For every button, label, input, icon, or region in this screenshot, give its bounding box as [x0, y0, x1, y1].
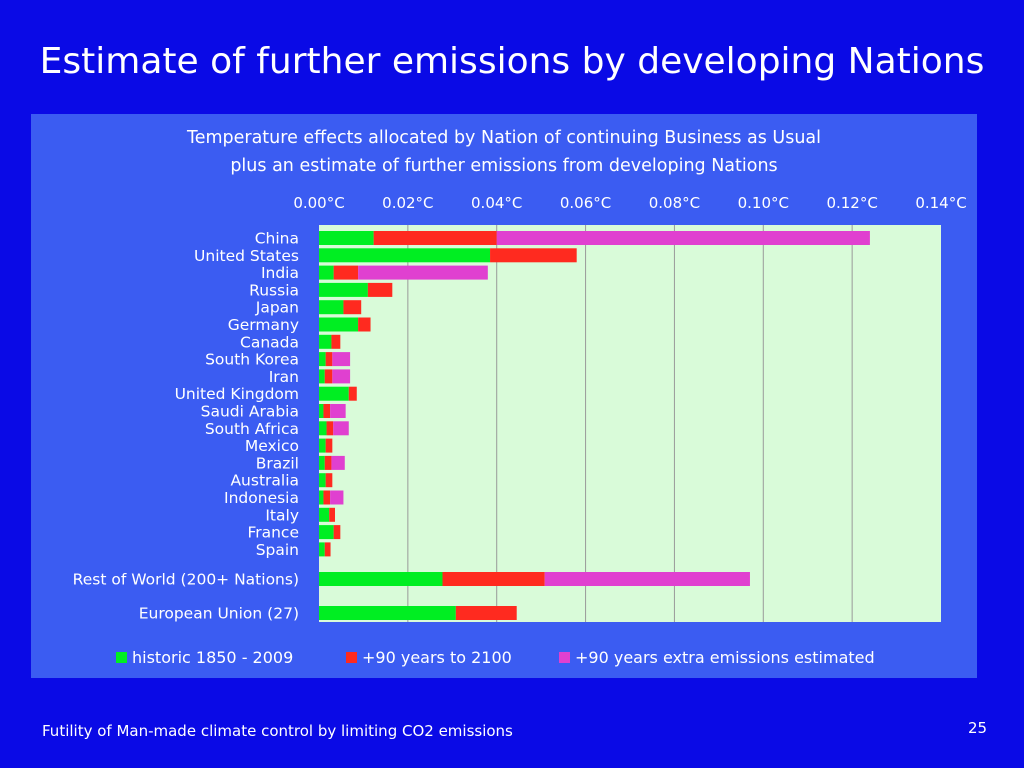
category-label: Spain — [256, 541, 299, 559]
bar-segment-series-1 — [329, 507, 335, 522]
category-label: Rest of World (200+ Nations) — [73, 571, 299, 589]
category-label: India — [261, 264, 299, 282]
plot-area — [319, 225, 941, 622]
category-label: Russia — [249, 281, 299, 299]
category-label: European Union (27) — [139, 605, 299, 623]
bar-segment-series-1 — [325, 352, 333, 367]
bar-segment-series-1 — [323, 490, 331, 505]
x-tick-label: 0.10°C — [738, 194, 789, 212]
x-tick-label: 0.14°C — [915, 194, 966, 212]
legend-swatch — [346, 652, 357, 663]
bar-segment-series-2 — [330, 404, 346, 418]
bar-segment-series-0 — [319, 490, 324, 505]
bar-segment-series-0 — [319, 438, 326, 453]
bar-segment-series-2 — [332, 369, 351, 384]
bar-segment-series-1 — [324, 455, 332, 470]
chart-svg: Temperature effects allocated by Nation … — [73, 128, 967, 667]
bar-segment-series-2 — [333, 421, 349, 436]
chart-title-line: plus an estimate of further emissions fr… — [230, 156, 777, 176]
legend-swatch — [559, 652, 570, 663]
bar-segment-series-2 — [331, 455, 345, 470]
bar-segment-series-1 — [343, 300, 362, 315]
legend-label: historic 1850 - 2009 — [132, 648, 293, 667]
category-label: South Africa — [205, 420, 299, 438]
legend-label: +90 years extra emissions estimated — [575, 648, 875, 667]
bar-segment-series-1 — [326, 421, 334, 436]
bar-segment-series-1 — [333, 525, 341, 540]
bar-segment-series-1 — [324, 369, 333, 384]
bar-segment-series-0 — [319, 473, 326, 488]
slide-title: Estimate of further emissions by develop… — [39, 41, 985, 82]
category-label: China — [255, 230, 299, 248]
category-label: United Kingdom — [175, 385, 299, 403]
bar-segment-series-0 — [319, 231, 374, 245]
bar-segment-series-0 — [319, 421, 327, 436]
bar-segment-series-1 — [324, 542, 331, 557]
bar-segment-series-2 — [330, 490, 344, 505]
bar-segment-series-0 — [319, 542, 325, 557]
category-label: France — [247, 524, 299, 542]
bar-segment-series-1 — [325, 438, 333, 453]
legend-swatch — [116, 652, 127, 663]
bar-segment-series-2 — [358, 265, 488, 280]
category-label: Indonesia — [224, 489, 299, 507]
category-label: Iran — [269, 368, 299, 386]
bar-segment-series-0 — [319, 352, 326, 367]
bar-segment-series-0 — [319, 404, 324, 418]
x-tick-label: 0.00°C — [293, 194, 344, 212]
bar-segment-series-0 — [319, 507, 330, 522]
bar-segment-series-0 — [319, 265, 334, 280]
x-tick-label: 0.08°C — [649, 194, 700, 212]
bar-segment-series-1 — [373, 231, 497, 245]
footer-text: Futility of Man-made climate control by … — [42, 722, 513, 740]
bar-segment-series-0 — [319, 606, 456, 620]
bar-segment-series-0 — [319, 455, 325, 470]
bar-segment-series-0 — [319, 334, 332, 349]
bar-segment-series-0 — [319, 525, 334, 540]
category-label: United States — [194, 247, 299, 265]
chart-panel: Temperature effects allocated by Nation … — [31, 114, 977, 678]
bar-segment-series-1 — [325, 473, 333, 488]
x-tick-label: 0.06°C — [560, 194, 611, 212]
bar-segment-series-1 — [455, 606, 517, 620]
bar-segment-series-1 — [331, 334, 341, 349]
bar-segment-series-1 — [490, 248, 577, 263]
x-tick-label: 0.04°C — [471, 194, 522, 212]
category-label: Italy — [265, 506, 299, 524]
page-number: 25 — [968, 719, 988, 737]
bar-segment-series-0 — [319, 317, 359, 332]
category-label: Japan — [255, 299, 299, 317]
category-label: Mexico — [245, 437, 299, 455]
bar-segment-series-1 — [333, 265, 359, 280]
bar-segment-series-0 — [319, 369, 325, 384]
bar-segment-series-0 — [319, 300, 344, 315]
category-label: Brazil — [256, 454, 299, 472]
x-tick-label: 0.12°C — [826, 194, 877, 212]
bar-segment-series-0 — [319, 282, 368, 297]
bar-segment-series-2 — [496, 231, 870, 245]
category-label: South Korea — [205, 351, 299, 369]
bar-segment-series-1 — [367, 282, 393, 297]
bar-segment-series-1 — [442, 572, 545, 586]
bar-segment-series-2 — [332, 352, 351, 367]
x-tick-label: 0.02°C — [382, 194, 433, 212]
legend-label: +90 years to 2100 — [362, 648, 512, 667]
bar-segment-series-2 — [544, 572, 750, 586]
category-label: Germany — [228, 316, 299, 334]
category-label: Australia — [230, 472, 299, 490]
bar-segment-series-0 — [319, 386, 349, 401]
bar-segment-series-1 — [323, 404, 331, 418]
bar-segment-series-0 — [319, 572, 443, 586]
bar-segment-series-1 — [348, 386, 357, 401]
chart-title-line: Temperature effects allocated by Nation … — [186, 128, 821, 148]
category-label: Canada — [240, 333, 299, 351]
category-label: Saudi Arabia — [201, 403, 299, 421]
bar-segment-series-1 — [358, 317, 371, 332]
bar-segment-series-0 — [319, 248, 491, 263]
